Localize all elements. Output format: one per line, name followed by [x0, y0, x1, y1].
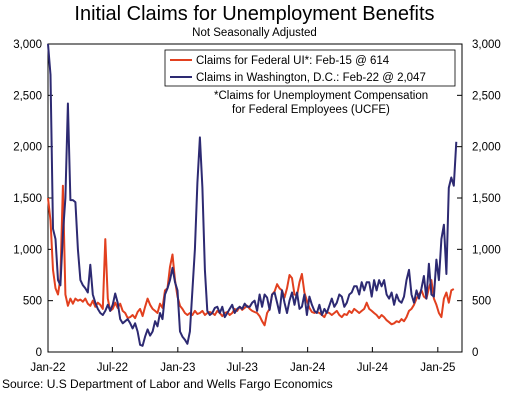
left-y-tick-label: 3,000 [13, 39, 42, 51]
x-tick-label: Jan-22 [30, 362, 65, 374]
x-tick-label: Jul-22 [97, 362, 128, 374]
right-y-tick-label: 500 [472, 296, 491, 308]
x-tick-label: Jan-23 [160, 362, 195, 374]
chart-subtitle: Not Seasonally Adjusted [192, 27, 317, 39]
right-y-tick-label: 0 [472, 347, 478, 359]
left-y-axis: 0 500 1,000 1,500 2,000 2,500 3,000 [13, 39, 53, 359]
series-line-federal-ui [47, 184, 455, 327]
x-axis: Jan-22 Jul-22 Jan-23 Jul-23 Jan-24 Jul-24 Jan-… [30, 347, 455, 374]
source-text: Source: U.S Department of Labor and Well… [2, 377, 333, 391]
x-tick-label: Jul-23 [227, 362, 258, 374]
left-y-tick-label: 1,500 [13, 193, 42, 205]
right-y-tick-label: 1,000 [472, 244, 501, 256]
right-y-tick-label: 3,000 [472, 39, 501, 51]
legend: Claims for Federal UI*: Feb-15 @ 614 Cla… [164, 49, 456, 87]
left-y-tick-label: 0 [36, 347, 42, 359]
series-line-washington-dc [47, 43, 458, 347]
legend-box [164, 49, 456, 87]
right-y-tick-label: 1,500 [472, 193, 501, 205]
footnote-line-2: for Federal Employees (UCFE) [232, 104, 390, 116]
legend-label-washington-dc: Claims in Washington, D.C.: Feb-22 @ 2,0… [196, 72, 426, 84]
legend-label-federal-ui: Claims for Federal UI*: Feb-15 @ 614 [196, 55, 390, 67]
chart-title: Initial Claims for Unemployment Benefits [74, 3, 434, 25]
right-y-tick-label: 2,000 [472, 142, 501, 154]
left-y-tick-label: 500 [23, 296, 42, 308]
plot-area: 0 500 1,000 1,500 2,000 2,500 3,000 0 500 1,000 1… [13, 39, 501, 374]
right-y-tick-label: 2,500 [472, 90, 501, 102]
footnote-line-1: *Claims for Unemployment Compensation [214, 90, 428, 102]
left-y-tick-label: 2,000 [13, 142, 42, 154]
left-y-tick-label: 2,500 [13, 90, 42, 102]
left-y-tick-label: 1,000 [13, 244, 42, 256]
x-tick-label: Jan-25 [420, 362, 455, 374]
right-y-axis: 0 500 1,000 1,500 2,000 2,500 3,000 [457, 39, 501, 359]
series-lines [47, 43, 458, 347]
x-tick-label: Jan-24 [290, 362, 326, 374]
x-tick-label: Jul-24 [357, 362, 389, 374]
